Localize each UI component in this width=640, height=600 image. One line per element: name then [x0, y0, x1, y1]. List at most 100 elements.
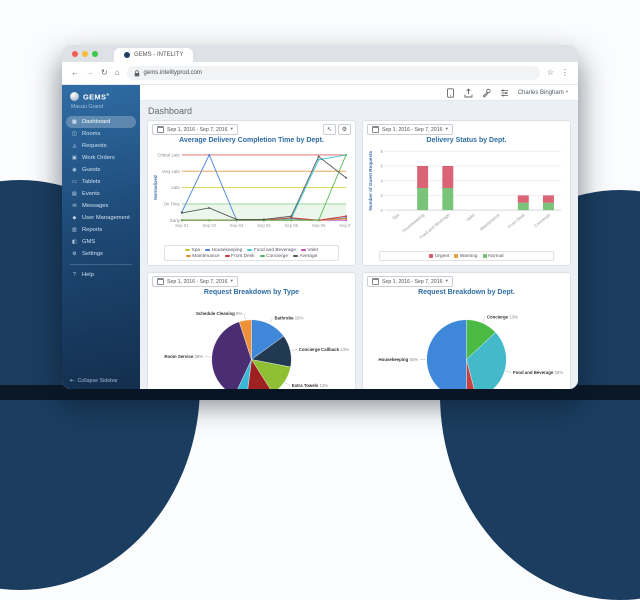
sliders-icon[interactable]: [500, 88, 509, 98]
chevron-down-icon: ▾: [446, 127, 448, 132]
help-icon: ?: [71, 272, 78, 278]
date-range-picker[interactable]: Sep 1, 2016 - Sep 7, 2016 ▾: [367, 276, 453, 287]
bar-segment-normal[interactable]: [518, 203, 529, 210]
card-delivery-status: Sep 1, 2016 - Sep 7, 2016 ▾ Delivery Sta…: [362, 120, 571, 266]
url-bar[interactable]: gems.intelityprod.com: [127, 66, 540, 80]
legend-item-food-and-beverage[interactable]: Food and Beverage: [247, 248, 296, 253]
pie-label: Bathrobe 15%: [274, 316, 303, 321]
chevron-down-icon: ▾: [446, 279, 448, 284]
sidebar-item-guests[interactable]: ◉ Guests: [66, 164, 136, 176]
legend-marker: [301, 249, 306, 252]
sidebar-nav: ▦ Dashboard ◫ Rooms ◬ Requests ▣ Work Or…: [62, 116, 140, 260]
lock-icon: [134, 70, 140, 77]
browser-tab[interactable]: GEMS - INTELITY: [114, 48, 193, 62]
bar-segment-urgent[interactable]: [442, 166, 453, 188]
legend-item-maintenance[interactable]: Maintenance: [186, 254, 220, 259]
forward-icon[interactable]: →: [86, 69, 94, 77]
reports-icon: ▥: [71, 227, 78, 233]
bar-segment-normal[interactable]: [442, 188, 453, 210]
rooms-icon: ◫: [71, 131, 78, 137]
work-orders-icon: ▣: [71, 155, 78, 161]
sidebar-item-help[interactable]: ? Help: [66, 269, 136, 281]
chart-settings-button[interactable]: ⚙: [338, 124, 351, 135]
legend-item-front-desk[interactable]: Front Desk: [225, 254, 255, 259]
bar-segment-urgent[interactable]: [543, 195, 554, 202]
legend-label: Maintenance: [192, 254, 219, 259]
svg-text:2: 2: [381, 193, 384, 198]
pie-slice-housekeeping[interactable]: [427, 320, 467, 389]
sidebar-item-messages[interactable]: ✉ Messages: [66, 200, 136, 212]
browser-menu-icon[interactable]: ⋮: [561, 69, 569, 77]
svg-text:Sep 02: Sep 02: [202, 223, 216, 228]
legend-marker: [225, 255, 230, 258]
date-range-picker[interactable]: Sep 1, 2016 - Sep 7, 2016 ▾: [152, 276, 238, 287]
minimize-window-button[interactable]: [82, 51, 88, 57]
pointer-icon: ↖: [327, 126, 332, 133]
sidebar-item-tablets[interactable]: ▭ Tablets: [66, 176, 136, 188]
chevron-down-icon: ▾: [231, 127, 233, 132]
bar-segment-urgent[interactable]: [518, 195, 529, 202]
legend-item-warning[interactable]: Warning: [454, 254, 477, 259]
legend-label: Front Desk: [231, 254, 254, 259]
sidebar-item-user-management[interactable]: ◆ User Management: [66, 212, 136, 224]
sidebar-item-events[interactable]: ▤ Events: [66, 188, 136, 200]
close-window-button[interactable]: [72, 51, 78, 57]
legend-item-valet[interactable]: Valet: [301, 248, 318, 253]
wrench-icon[interactable]: [482, 88, 491, 98]
back-icon[interactable]: ←: [71, 69, 79, 77]
svg-text:Sep 04: Sep 04: [257, 223, 271, 228]
home-icon[interactable]: ⌂: [115, 69, 120, 77]
date-range-picker[interactable]: Sep 1, 2016 - Sep 7, 2016 ▾: [152, 124, 238, 135]
user-menu[interactable]: Charles Bingham ▾: [518, 90, 568, 96]
zoom-window-button[interactable]: [92, 51, 98, 57]
bar-segment-normal[interactable]: [543, 203, 554, 210]
date-range-picker[interactable]: Sep 1, 2016 - Sep 7, 2016 ▾: [367, 124, 453, 135]
tablets-icon: ▭: [71, 179, 78, 185]
legend-label: Concierge: [266, 254, 288, 259]
svg-text:Maintenance: Maintenance: [479, 212, 501, 232]
pie-label: Extra Towels 13%: [292, 383, 329, 388]
sidebar-item-rooms[interactable]: ◫ Rooms: [66, 128, 136, 140]
url-text: gems.intelityprod.com: [144, 70, 202, 76]
legend-item-housekeeping[interactable]: Housekeeping: [205, 248, 242, 253]
legend-marker: [483, 254, 487, 258]
svg-text:Critical Late: Critical Late: [157, 152, 180, 157]
collapse-icon: ⇤: [70, 378, 74, 384]
date-range-value: Sep 1, 2016 - Sep 7, 2016: [382, 127, 443, 133]
main-content: Dashboard Sep 1, 2016 - Sep 7, 2016 ▾ ↖: [140, 101, 578, 389]
user-management-icon: ◆: [71, 215, 78, 221]
sidebar-item-settings[interactable]: ⚙ Settings: [66, 248, 136, 260]
chart-legend: Spa Housekeeping Food and Beverage Valet Mai…: [164, 245, 339, 261]
legend-item-urgent[interactable]: Urgent: [429, 254, 449, 259]
bar-segment-urgent[interactable]: [417, 166, 428, 188]
sidebar-item-gms[interactable]: ◧ GMS: [66, 236, 136, 248]
reload-icon[interactable]: ↻: [101, 69, 108, 77]
legend-item-average[interactable]: Average: [293, 254, 317, 259]
legend-item-spa[interactable]: Spa: [185, 248, 200, 253]
sidebar-item-requests[interactable]: ◬ Requests: [66, 140, 136, 152]
sidebar-item-reports[interactable]: ▥ Reports: [66, 224, 136, 236]
pointer-tool-button[interactable]: ↖: [323, 124, 336, 135]
sidebar-item-dashboard[interactable]: ▦ Dashboard: [66, 116, 136, 128]
legend-item-concierge[interactable]: Concierge: [260, 254, 288, 259]
bookmark-star-icon[interactable]: ☆: [547, 69, 554, 77]
tab-title: GEMS - INTELITY: [134, 52, 183, 58]
legend-marker: [185, 249, 190, 252]
tablet-icon[interactable]: [446, 88, 455, 98]
legend-marker: [454, 254, 458, 258]
calendar-icon: [372, 278, 379, 285]
events-icon: ▤: [71, 191, 78, 197]
pie-label: Schedule Cleaning 5%: [196, 311, 242, 316]
sidebar-item-work-orders[interactable]: ▣ Work Orders: [66, 152, 136, 164]
bar-segment-normal[interactable]: [417, 188, 428, 210]
legend-item-normal[interactable]: Normal: [483, 254, 504, 259]
svg-text:Sep 01: Sep 01: [175, 223, 189, 228]
settings-icon: ⚙: [71, 251, 78, 257]
sidebar-nav-secondary: ? Help: [62, 269, 140, 281]
upload-icon[interactable]: [464, 88, 473, 98]
svg-text:Spa: Spa: [391, 212, 400, 221]
collapse-sidebar-button[interactable]: ⇤ Collapse Sidebar: [62, 372, 140, 389]
